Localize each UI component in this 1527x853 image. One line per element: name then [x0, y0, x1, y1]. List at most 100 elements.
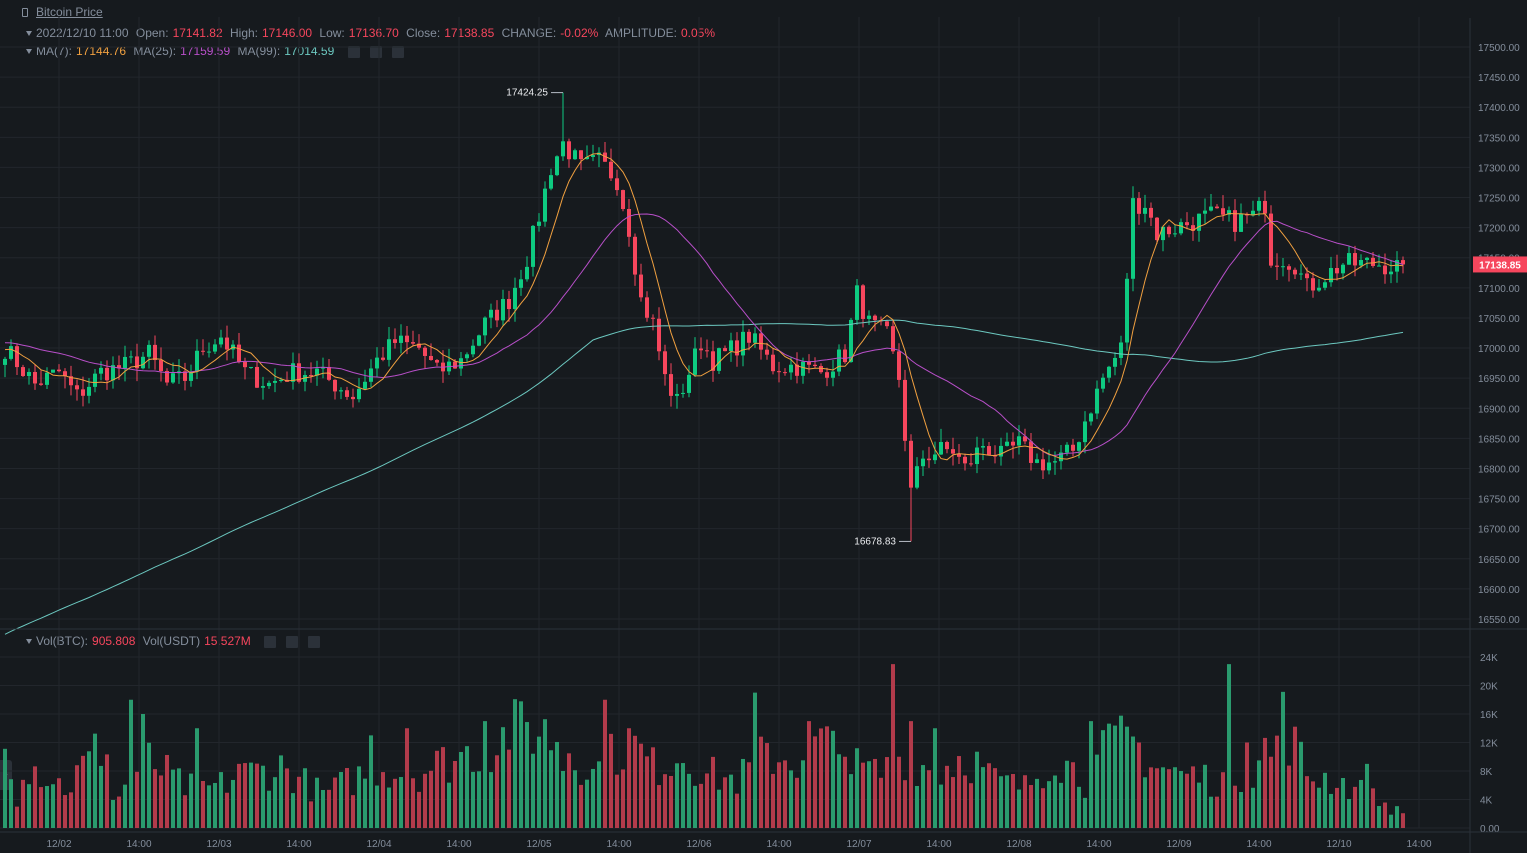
volume-bar — [495, 755, 499, 828]
candle-body — [855, 285, 859, 320]
candle-body — [555, 156, 559, 176]
volume-tick-label: 12K — [1480, 739, 1498, 750]
candle-body — [393, 339, 397, 343]
volume-bar — [1011, 774, 1015, 828]
candle-body — [807, 361, 811, 365]
candle-body — [603, 152, 607, 162]
volume-bar — [753, 692, 757, 828]
volume-bar — [1233, 785, 1237, 828]
volume-bar — [501, 727, 505, 828]
volume-bar — [459, 751, 463, 828]
candle-body — [639, 274, 643, 298]
volume-bar — [747, 762, 751, 828]
volume-bar — [147, 742, 151, 828]
volume-bar — [219, 772, 223, 828]
volume-tick-label: 16K — [1480, 710, 1498, 721]
vol-settings-icon[interactable] — [286, 635, 299, 648]
volume-bar — [861, 762, 865, 828]
volume-bar — [33, 766, 37, 828]
volume-bar — [81, 755, 85, 828]
volume-bar — [1251, 787, 1255, 828]
volume-bar — [1263, 737, 1267, 828]
candle-body — [1287, 266, 1291, 270]
volume-bar — [45, 786, 49, 828]
volume-bar — [453, 760, 457, 828]
vol-close-icon[interactable] — [308, 635, 321, 648]
volume-bar — [417, 791, 421, 828]
collapse-triangle-icon[interactable] — [26, 30, 32, 36]
candle-body — [891, 326, 895, 352]
vol-usdt-value: 15.527M — [204, 634, 251, 648]
price-tick-label: 16800.00 — [1478, 464, 1520, 475]
candle-body — [975, 447, 979, 465]
candle-body — [351, 396, 355, 400]
candle-body — [81, 389, 85, 396]
candle-body — [381, 357, 385, 360]
volume-bar — [1173, 767, 1177, 828]
volume-bar — [585, 779, 589, 828]
candle-body — [1149, 207, 1153, 218]
volume-bar — [1053, 775, 1057, 828]
candle-body — [249, 366, 253, 368]
volume-bar — [1227, 664, 1231, 828]
volume-bar — [1311, 781, 1315, 828]
candle-body — [363, 381, 367, 389]
candle-body — [1095, 388, 1099, 414]
time-tick-label: 14:00 — [926, 839, 951, 850]
volume-bar — [831, 730, 835, 828]
candle-body — [651, 317, 655, 319]
candle-body — [1041, 459, 1045, 471]
volume-bar — [675, 763, 679, 828]
vol-hide-icon[interactable] — [264, 635, 277, 648]
time-tick-label: 12/06 — [686, 839, 711, 850]
volume-bar — [1041, 788, 1045, 828]
candle-body — [945, 442, 949, 450]
volume-bar — [309, 801, 313, 828]
ma-close-icon[interactable] — [391, 45, 404, 58]
candle-body — [1155, 217, 1159, 241]
candle-body — [1119, 342, 1123, 358]
volume-bar — [57, 778, 61, 828]
candle-body — [345, 390, 349, 397]
candle-body — [783, 372, 787, 374]
chart-title[interactable]: Bitcoin Price — [22, 5, 103, 19]
collapse-triangle-icon[interactable] — [26, 48, 32, 54]
candle-body — [543, 188, 547, 222]
candle-body — [843, 349, 847, 363]
time-tick-label: 12/09 — [1166, 839, 1191, 850]
volume-bar — [1353, 786, 1357, 828]
volume-bar — [603, 699, 607, 828]
volume-bar — [243, 763, 247, 828]
amplitude-label: AMPLITUDE: — [604, 26, 677, 40]
volume-bar — [159, 775, 163, 828]
candle-body — [321, 366, 325, 369]
candle-body — [1395, 260, 1399, 272]
candle-body — [51, 369, 55, 373]
candle-body — [1305, 273, 1309, 279]
price-tick-label: 17350.00 — [1478, 133, 1520, 144]
candle-body — [357, 388, 361, 400]
volume-bar — [891, 664, 895, 828]
ma-hide-icon[interactable] — [347, 45, 360, 58]
candle-body — [489, 309, 493, 318]
volume-bar — [609, 733, 613, 828]
candle-body — [99, 367, 103, 374]
candle-body — [1035, 459, 1039, 463]
volume-bar — [789, 770, 793, 828]
candle-body — [1329, 267, 1333, 283]
volume-bar — [909, 721, 913, 828]
volume-bar — [1179, 771, 1183, 828]
candle-body — [759, 333, 763, 350]
candle-body — [657, 318, 661, 352]
volume-bar — [879, 777, 883, 828]
candle-body — [1185, 222, 1189, 226]
price-tick-label: 16550.00 — [1478, 615, 1520, 626]
collapse-triangle-icon[interactable] — [26, 638, 32, 644]
candle-body — [1263, 200, 1267, 214]
volume-bar — [1185, 773, 1189, 828]
volume-bar — [573, 770, 577, 828]
candle-body — [1071, 444, 1075, 451]
volume-bar — [567, 753, 571, 828]
vol-usdt-label: Vol(USDT) — [142, 634, 201, 648]
